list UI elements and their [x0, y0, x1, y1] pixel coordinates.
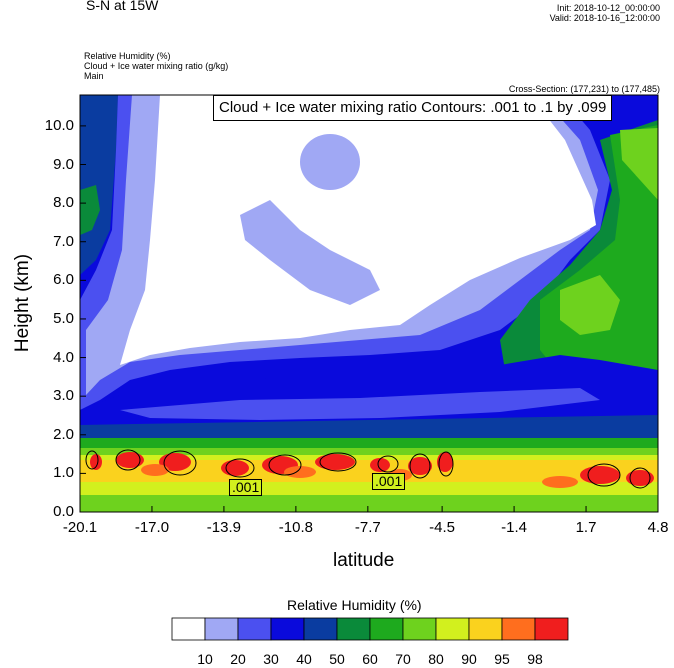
colorbar-label-1: 20 — [230, 651, 246, 667]
x-tick-label-6: -1.4 — [501, 519, 527, 536]
contour-label-2: .001 — [372, 473, 406, 490]
y-tick-label-0: 0.0 — [53, 503, 74, 520]
rh-island-1 — [300, 134, 360, 190]
colorbar-swatch-6 — [369, 617, 404, 641]
colorbar-label-2: 30 — [263, 651, 279, 667]
field-label-cloud: Cloud + Ice water mixing ratio (g/kg) — [84, 61, 229, 71]
y-tick-label-3: 3.0 — [53, 387, 74, 405]
colorbar-swatch-7 — [402, 617, 437, 641]
colorbar-swatch-4 — [303, 617, 338, 641]
colorbar-label-0: 10 — [197, 651, 213, 667]
y-tick-label-4: 4.0 — [53, 348, 74, 366]
x-tick-label-7: 1.7 — [575, 519, 597, 536]
x-tick-label-0: -20.1 — [62, 519, 98, 536]
rh-island-2 — [240, 200, 380, 305]
y-tick-label-9: 9.0 — [53, 155, 74, 173]
colorbar-label-3: 40 — [296, 651, 312, 667]
cloud-contours — [85, 449, 651, 489]
x-tick-marks — [79, 506, 659, 512]
cross-section-label: Cross-Section: (177,231) to (177,485) — [508, 84, 660, 94]
rh-region-right-80 — [620, 128, 658, 200]
y-axis-label: Height (km) — [12, 253, 33, 353]
colorbar-label-9: 95 — [494, 651, 510, 667]
chart-title: Cloud + Ice water mixing ratio Contours:… — [213, 95, 613, 121]
plot-header-title: S-N at 15W — [86, 0, 159, 13]
colorbar-swatch-0 — [171, 617, 206, 641]
valid-time: Valid: 2018-10-16_12:00:00 — [549, 13, 660, 23]
rh-region-upper-left-green — [80, 185, 100, 235]
colorbar-swatch-3 — [270, 617, 305, 641]
colorbar-swatch-2 — [237, 617, 272, 641]
x-tick-label-4: -7.7 — [354, 519, 381, 536]
relative-humidity-field — [80, 95, 658, 512]
x-axis-label: latitude — [333, 550, 395, 571]
x-tick-label-3: -10.8 — [278, 519, 313, 536]
y-tick-label-8: 8.0 — [53, 194, 74, 212]
rh-lower-band-50 — [80, 415, 658, 440]
colorbar-label-4: 50 — [329, 651, 345, 667]
colorbar-swatch-5 — [336, 617, 371, 641]
contour-label-1: .001 — [229, 479, 263, 496]
rh-region-right-80b — [560, 275, 620, 335]
y-tick-label-1: 1.0 — [53, 464, 74, 482]
colorbar-label-10: 98 — [527, 651, 543, 667]
colorbar-swatch-11 — [534, 617, 569, 641]
x-tick-label-5: -4.5 — [429, 519, 456, 536]
colorbar-swatch-1 — [204, 617, 239, 641]
rh-region-right-70 — [540, 125, 658, 410]
y-tick-label-6: 6.0 — [53, 271, 74, 289]
y-tick-label-5: 5.0 — [53, 309, 74, 327]
y-tick-label-7: 7.0 — [53, 232, 74, 250]
colorbar — [171, 617, 569, 641]
x-tick-label-8: 4.8 — [647, 519, 669, 536]
colorbar-label-8: 90 — [461, 651, 477, 667]
init-time: Init: 2018-10-12_00:00:00 — [556, 3, 660, 13]
colorbar-label-6: 70 — [395, 651, 411, 667]
rh-region-10 — [120, 95, 596, 365]
colorbar-swatch-8 — [435, 617, 470, 641]
x-tick-label-1: -17.0 — [134, 519, 170, 536]
y-tick-marks — [80, 125, 86, 513]
field-label-main: Main — [84, 71, 104, 81]
colorbar-label-7: 80 — [428, 651, 444, 667]
y-tick-label-2: 2.0 — [53, 425, 74, 443]
colorbar-swatch-9 — [468, 617, 503, 641]
rh-lower-band-30 — [120, 388, 600, 420]
x-tick-label-2: -13.9 — [206, 519, 241, 536]
colorbar-title: Relative Humidity (%) — [287, 597, 422, 613]
field-label-rh: Relative Humidity (%) — [84, 51, 171, 61]
colorbar-label-5: 60 — [362, 651, 378, 667]
y-tick-label-10: 10.0 — [44, 116, 74, 134]
colorbar-swatch-10 — [501, 617, 536, 641]
